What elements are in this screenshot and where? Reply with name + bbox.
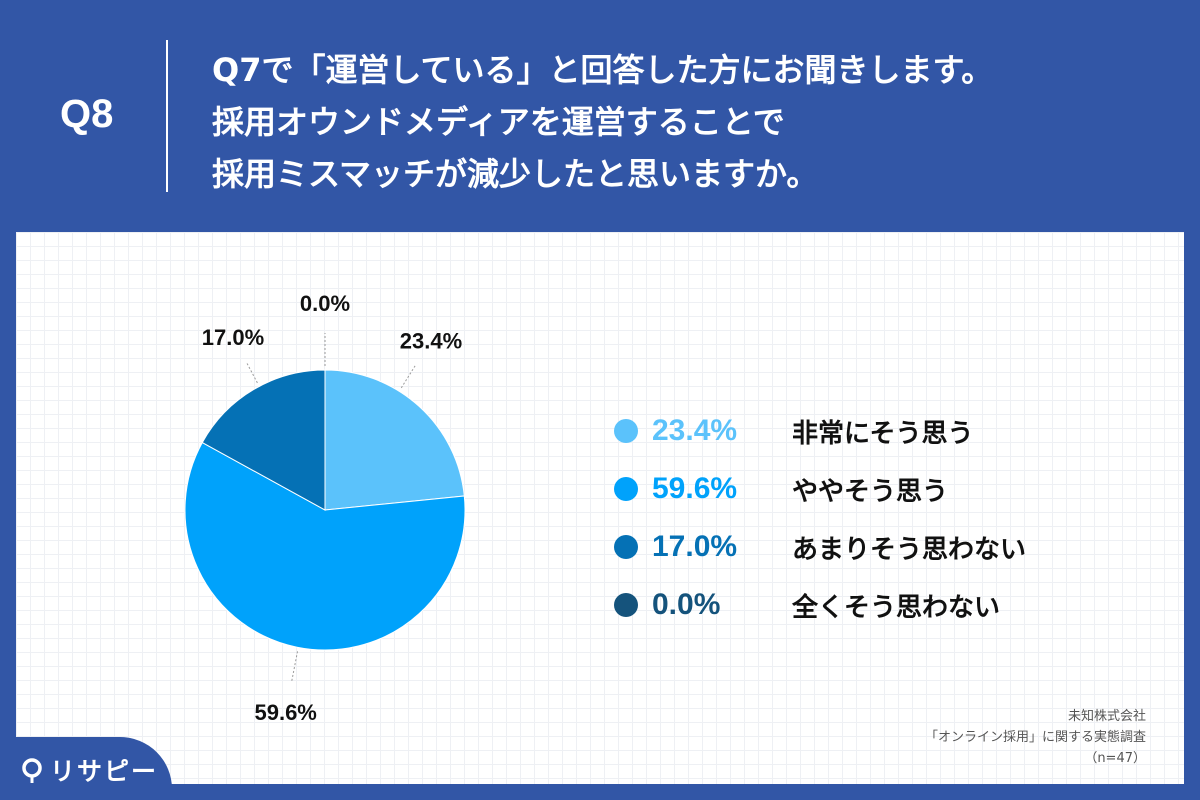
legend-percent: 23.4% <box>652 414 738 447</box>
brand-logo: リサピー <box>0 737 172 800</box>
legend-item: 23.4% 非常にそう思う <box>614 402 1026 460</box>
header-divider <box>166 40 168 192</box>
question-line-2: 採用オウンドメディアを運営することで <box>212 103 785 141</box>
brand-name: リサピー <box>50 757 159 786</box>
legend-swatch <box>614 535 638 559</box>
chart-panel: 23.4% 59.6% 17.0% 0.0% 23.4% 非常にそう思う 59.6% … <box>16 232 1184 784</box>
pie-chart: 23.4% 59.6% 17.0% 0.0% <box>184 291 466 725</box>
legend-label: 全くそう思わない <box>792 592 1001 623</box>
legend-swatch <box>614 419 638 443</box>
pie-data-label: 59.6% <box>254 700 316 725</box>
legend-swatch <box>614 477 638 501</box>
pin-icon <box>22 758 42 783</box>
pie-data-label: 0.0% <box>300 291 350 316</box>
legend-item: 0.0% 全くそう思わない <box>614 576 1026 634</box>
pie-leader-line <box>400 365 416 389</box>
legend-label: 非常にそう思う <box>792 418 974 449</box>
legend: 23.4% 非常にそう思う 59.6% ややそう思う 17.0% あまりそう思わ… <box>614 402 1026 634</box>
pie-data-label: 17.0% <box>202 325 264 350</box>
source-note: 未知株式会社 「オンライン採用」に関する実態調査 （n=47） <box>925 706 1146 769</box>
legend-item: 17.0% あまりそう思わない <box>614 518 1026 576</box>
header: Q8 Q7で「運営している」と回答した方にお聞きします。 採用オウンドメディアを… <box>0 0 1200 232</box>
pie-slice-1 <box>184 441 466 651</box>
question-number: Q8 <box>60 92 114 136</box>
legend-percent: 59.6% <box>652 472 738 505</box>
legend-percent: 17.0% <box>652 530 738 563</box>
pie-slice-2 <box>201 369 326 511</box>
question-line-3: 採用ミスマッチが減少したと思いますか。 <box>212 155 819 193</box>
question-text: Q7で「運営している」と回答した方にお聞きします。 採用オウンドメディアを運営す… <box>212 44 1172 200</box>
legend-swatch <box>614 593 638 617</box>
pie-data-label: 23.4% <box>400 328 462 353</box>
pie-leader-line <box>246 363 258 384</box>
legend-label: ややそう思う <box>792 476 949 507</box>
pie-slice-0 <box>324 369 465 511</box>
source-sample: （n=47） <box>1084 751 1146 766</box>
pie-leader-line <box>290 651 299 683</box>
question-line-1: Q7で「運営している」と回答した方にお聞きします。 <box>212 51 994 89</box>
legend-percent: 0.0% <box>652 588 721 621</box>
source-survey: 「オンライン採用」に関する実態調査 <box>924 730 1146 745</box>
source-company: 未知株式会社 <box>1067 709 1146 724</box>
legend-label: あまりそう思わない <box>792 534 1027 565</box>
legend-item: 59.6% ややそう思う <box>614 460 1026 518</box>
